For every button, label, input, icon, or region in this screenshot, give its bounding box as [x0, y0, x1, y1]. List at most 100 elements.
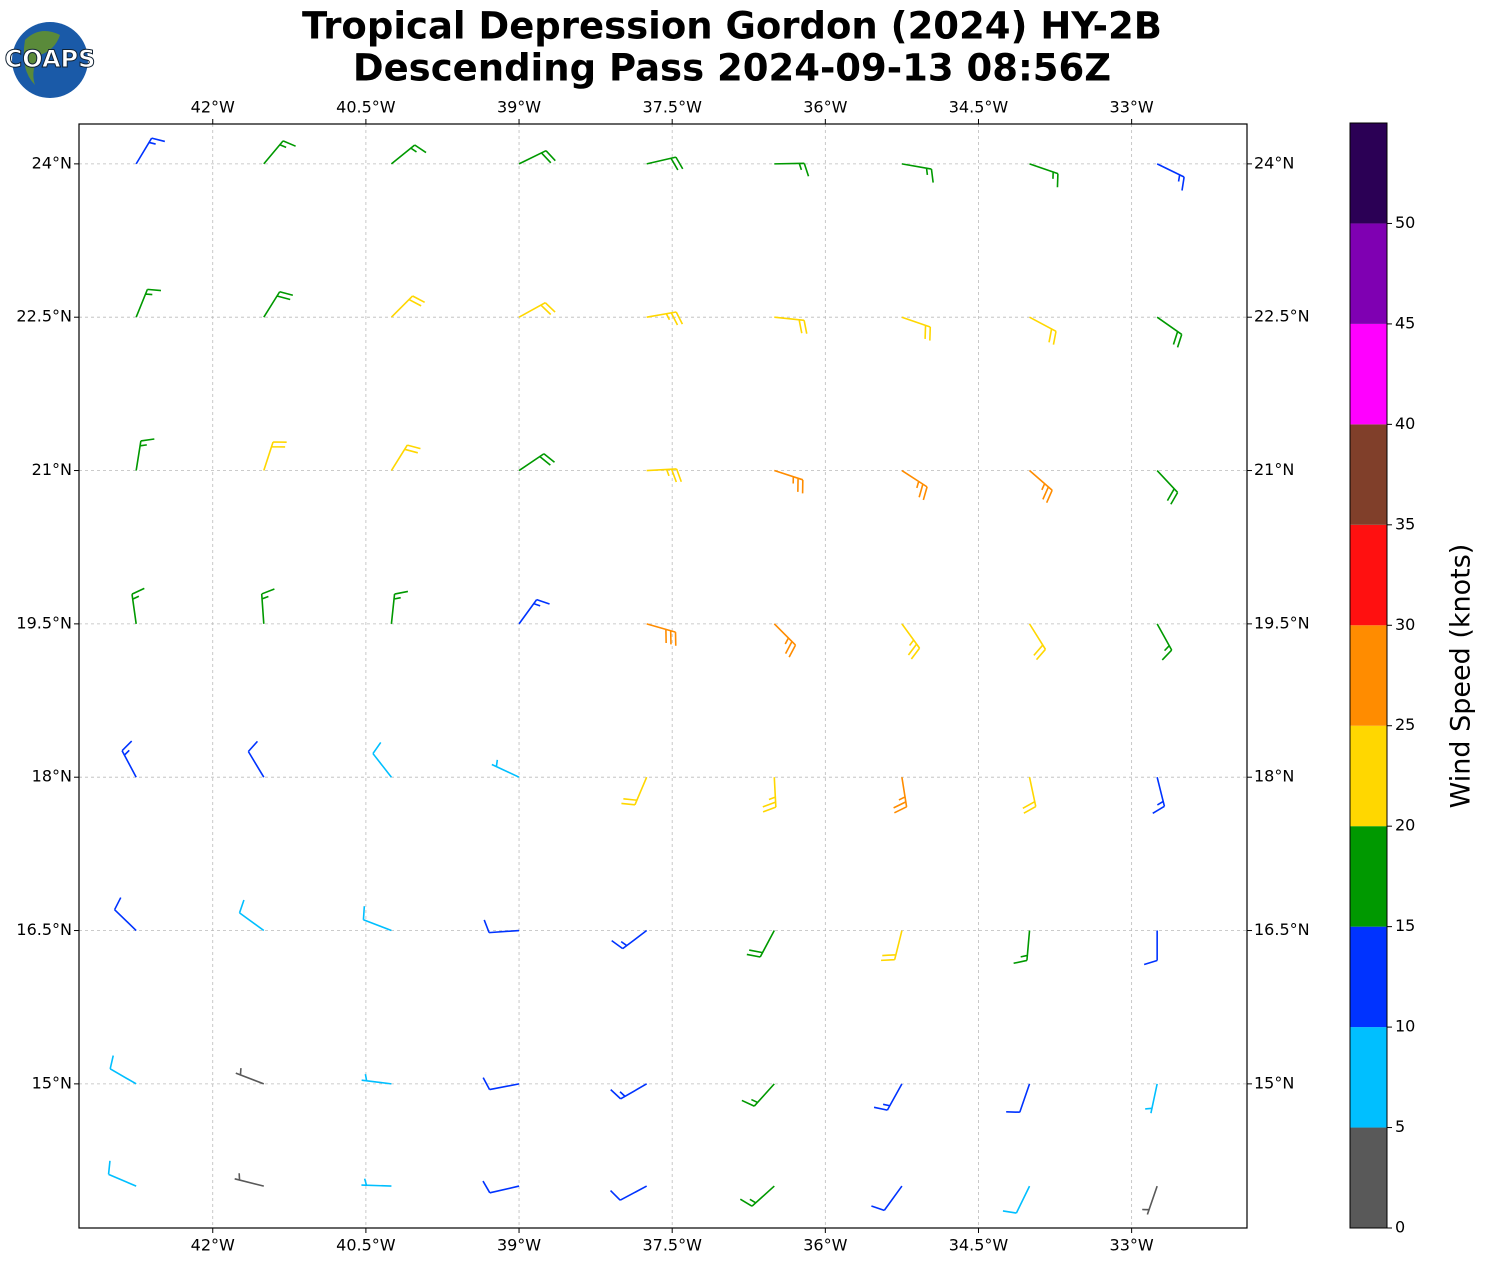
wind-barb [247, 740, 265, 778]
x-tick-label: 42°W [191, 98, 235, 117]
wind-barb [518, 149, 556, 165]
colorbar-tick-label: 45 [1395, 313, 1415, 332]
y-tick-label: 16.5°N [1254, 920, 1310, 939]
x-tick-label: 36°W [803, 98, 847, 117]
y-tick-label: 22.5°N [1254, 307, 1310, 326]
wind-barb [873, 1083, 903, 1111]
x-tick-label: 34.5°W [949, 98, 1009, 117]
wind-barb [107, 1160, 137, 1187]
wind-barb [646, 468, 683, 483]
wind-barb [361, 1073, 392, 1085]
colorbar-tick-label: 30 [1395, 615, 1415, 634]
y-tick-label: 24°N [32, 153, 72, 172]
colorbar-band [1350, 725, 1387, 827]
colorbar-band [1350, 625, 1387, 726]
x-tick-label: 40.5°W [336, 1236, 396, 1255]
wind-barb [235, 1068, 265, 1085]
wind-barb [739, 1185, 775, 1207]
x-tick-label: 33°W [1110, 1236, 1154, 1255]
wind-barb [746, 930, 775, 958]
wind-barb [762, 777, 777, 813]
y-tick-label: 15°N [32, 1073, 72, 1092]
title: Descending Pass 2024-09-13 08:56Z [353, 47, 1111, 90]
wind-barb [1002, 1185, 1031, 1214]
wind-barb [773, 623, 797, 658]
wind-barb [741, 1083, 775, 1107]
y-tick-label: 22.5°N [16, 307, 72, 326]
wind-barb [774, 316, 808, 334]
y-tick-label: 19.5°N [1254, 613, 1310, 632]
colorbar-tick-label: 0 [1395, 1218, 1405, 1237]
wind-barb [135, 288, 162, 318]
logo-text: COAPS [5, 45, 96, 73]
wind-barb [901, 469, 928, 501]
wind-barb [390, 444, 421, 471]
wind-barb [774, 469, 804, 494]
wind-barb [390, 144, 427, 165]
wind-barb [109, 1055, 137, 1085]
wind-barb [610, 1083, 648, 1100]
x-tick-label: 37.5°W [642, 1236, 702, 1255]
wind-barb [1029, 316, 1057, 345]
wind-barb [483, 919, 520, 934]
x-tick-label: 39°W [497, 1236, 541, 1255]
wind-barb [121, 740, 137, 778]
wind-barb [1143, 930, 1158, 966]
wind-barb [131, 587, 145, 624]
wind-barb [1156, 623, 1173, 661]
colorbar-band [1350, 826, 1387, 927]
wind-barb [1152, 777, 1166, 815]
y-tick-label: 15°N [1254, 1073, 1294, 1092]
wind-barb [1145, 1083, 1158, 1114]
wind-barb [901, 623, 921, 660]
colorbar-tick-label: 50 [1395, 213, 1415, 232]
wind-barb [1156, 316, 1183, 348]
logo: COAPS [4, 22, 96, 98]
wind-barb [1142, 1185, 1158, 1215]
y-tick-label: 18°N [1254, 767, 1294, 786]
wind-barb [881, 930, 903, 962]
colorbar-tick-label: 35 [1395, 514, 1415, 533]
wind-barb [482, 1077, 520, 1091]
wind-barb [1029, 163, 1059, 188]
wind-barb [646, 156, 684, 171]
wind-barb [482, 1180, 520, 1194]
wind-barb [646, 623, 677, 646]
wind-barb [518, 453, 556, 472]
y-tick-label: 16.5°N [16, 920, 72, 939]
wind-barb [871, 1185, 903, 1212]
wind-barb [646, 311, 684, 326]
x-tick-label: 33°W [1110, 98, 1154, 117]
wind-barb [135, 137, 166, 165]
wind-barb [390, 295, 426, 318]
colorbar-tick-label: 20 [1395, 816, 1415, 835]
x-tick-label: 34.5°W [949, 1236, 1009, 1255]
colorbar-band [1350, 424, 1387, 525]
wind-barb [1006, 1083, 1031, 1114]
y-tick-label: 19.5°N [16, 613, 72, 632]
colorbar-band [1350, 1027, 1387, 1128]
wind-barb [1028, 623, 1047, 661]
wind-barb [1156, 469, 1179, 505]
x-tick-label: 39°W [497, 98, 541, 117]
x-tick-label: 36°W [803, 1236, 847, 1255]
colorbar-band [1350, 926, 1387, 1028]
wind-barb [774, 162, 810, 177]
colorbar-tick-label: 40 [1395, 414, 1415, 433]
wind-barb [901, 163, 934, 183]
y-tick-label: 21°N [1254, 460, 1294, 479]
wind-barb [135, 438, 155, 471]
colorbar-frame [1349, 122, 1388, 1229]
wind-barb [621, 776, 648, 806]
wind-barb [1013, 930, 1031, 965]
colorbar-tick-label: 25 [1395, 715, 1415, 734]
wind-barb [263, 290, 294, 318]
y-tick-label: 24°N [1254, 153, 1294, 172]
colorbar-band [1350, 323, 1387, 425]
wind-barb [518, 598, 550, 625]
wind-barb [518, 301, 556, 318]
y-tick-label: 18°N [32, 767, 72, 786]
colorbar-tick-label: 10 [1395, 1017, 1415, 1036]
wind-barb [491, 759, 520, 778]
